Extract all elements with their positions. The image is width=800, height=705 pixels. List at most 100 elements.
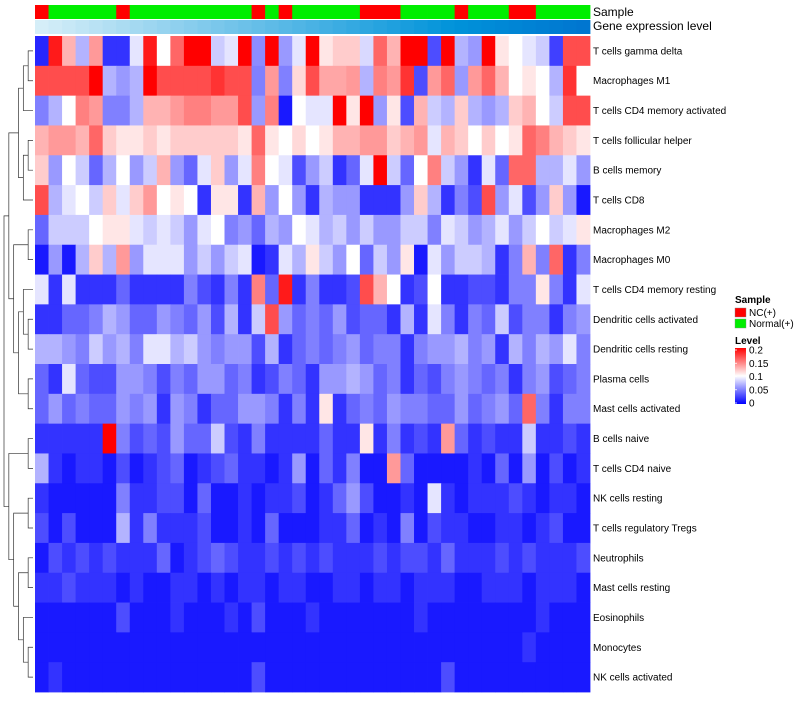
heatmap-cell [373, 662, 388, 693]
heatmap-cell [156, 155, 171, 186]
heatmap-cell [265, 602, 280, 633]
heatmap-cell [468, 364, 483, 395]
heatmap-cell [48, 662, 63, 693]
heatmap-cell [468, 155, 483, 186]
heatmap-cell [62, 662, 77, 693]
heatmap-cell [129, 65, 144, 97]
heatmap-cell [562, 572, 577, 603]
heatmap-cell [265, 65, 280, 97]
heatmap-cell [292, 65, 307, 97]
heatmap-cell [468, 423, 483, 454]
heatmap-cell [265, 36, 280, 67]
row-label: Macrophages M2 [593, 225, 671, 236]
heatmap-cell [129, 364, 144, 395]
heatmap-cell [75, 214, 90, 246]
heatmap-cell [305, 513, 320, 544]
heatmap-cell [332, 483, 347, 514]
row-label: Macrophages M0 [593, 255, 671, 266]
heatmap-cell [170, 423, 185, 454]
heatmap-cell [508, 155, 523, 186]
heatmap-cell [359, 662, 374, 693]
heatmap-cell [129, 304, 144, 335]
heatmap-cell [156, 125, 171, 156]
heatmap-cell [143, 632, 158, 663]
heatmap-cell [495, 65, 510, 97]
heatmap-cell [305, 185, 320, 216]
heatmap-cell [373, 155, 388, 186]
heatmap-cell [197, 334, 212, 365]
heatmap-cell [210, 632, 225, 663]
heatmap-cell [549, 542, 564, 574]
heatmap-cell [102, 453, 117, 484]
heatmap-cell [48, 185, 63, 216]
sample-annotation-cell [278, 5, 293, 19]
heatmap-cell [170, 65, 185, 97]
heatmap-cell [495, 542, 510, 574]
heatmap-cell [481, 125, 496, 156]
heatmap-cell [332, 572, 347, 603]
heatmap-cell [359, 572, 374, 603]
heatmap-cell [441, 214, 456, 246]
heatmap-cell [251, 304, 266, 335]
heatmap-cell [89, 364, 104, 395]
heatmap-cell [170, 244, 185, 275]
heatmap-cell [427, 334, 442, 365]
heatmap-cell [183, 304, 198, 335]
heatmap-cell [386, 453, 401, 484]
heatmap-cell [427, 453, 442, 484]
heatmap-cell [251, 453, 266, 484]
row-label: T cells follicular helper [593, 136, 692, 147]
heatmap-cell [116, 542, 131, 574]
heatmap-cell [454, 304, 469, 335]
heatmap-cell [62, 214, 77, 246]
heatmap-cell [48, 423, 63, 454]
heatmap-cell [183, 334, 198, 365]
heatmap-cell [183, 244, 198, 275]
heatmap-cell [522, 662, 537, 693]
sample-annotation-cell [359, 5, 374, 19]
heatmap-cells [35, 36, 591, 693]
heatmap-cell [400, 453, 415, 484]
heatmap-cell [251, 334, 266, 365]
heatmap-cell [102, 274, 117, 305]
heatmap-cell [468, 513, 483, 544]
heatmap-cell [89, 214, 104, 246]
heatmap-cell [468, 572, 483, 603]
heatmap-cell [319, 36, 334, 67]
heatmap-cell [386, 185, 401, 216]
heatmap-cell [373, 572, 388, 603]
heatmap-cell [238, 185, 252, 216]
heatmap-cell [481, 572, 496, 603]
heatmap-cell [156, 602, 171, 633]
heatmap-cell [35, 364, 49, 395]
expression-annotation-cell [468, 20, 483, 34]
heatmap-cell [373, 453, 388, 484]
dendrogram-branch [27, 378, 33, 410]
expression-annotation-cell [183, 20, 198, 34]
heatmap-cell [414, 632, 428, 663]
heatmap-cell [508, 662, 523, 693]
heatmap-cell [116, 274, 131, 305]
heatmap-cell [75, 185, 90, 216]
level-colorbar [735, 348, 746, 404]
annotation-track-label-expression: Gene expression level [593, 19, 712, 33]
heatmap-cell [346, 542, 361, 574]
heatmap-cell [292, 423, 307, 454]
expression-annotation-cell [454, 20, 469, 34]
heatmap-cell [48, 632, 63, 663]
heatmap-cell [224, 483, 239, 514]
heatmap-cell [414, 214, 428, 246]
heatmap-cell [576, 244, 591, 275]
heatmap-cell [373, 214, 388, 246]
heatmap-cell [535, 244, 550, 275]
heatmap-cell [386, 304, 401, 335]
heatmap-cell [35, 65, 49, 97]
expression-annotation-cell [400, 20, 415, 34]
sample-annotation-cell [332, 5, 347, 19]
heatmap-cell [75, 542, 90, 574]
heatmap-cell [35, 572, 49, 603]
heatmap-cell [427, 542, 442, 574]
heatmap-cell [102, 36, 117, 67]
heatmap-cell [427, 155, 442, 186]
heatmap-cell [156, 542, 171, 574]
